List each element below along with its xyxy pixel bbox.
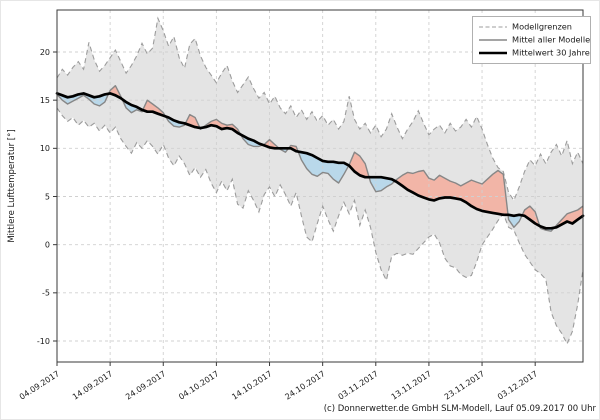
x-tick-label: 03.12.2017 — [496, 369, 539, 401]
anomaly-warm-fill — [554, 206, 583, 228]
y-tick-label: 0 — [45, 240, 50, 249]
model-mean-path — [56, 84, 584, 232]
x-tick-label: 04.10.2017 — [177, 369, 220, 401]
anomaly-warm-fill — [395, 170, 509, 215]
model-range-fill — [57, 18, 583, 344]
y-tick-label: 20 — [40, 48, 50, 57]
anomaly-cold-fill — [298, 151, 349, 183]
x-tick-label: 23.11.2017 — [443, 369, 486, 401]
legend-label-model-mean: Mittel aller Modelle — [512, 35, 590, 45]
climate-mean-path — [55, 92, 585, 230]
anomaly-warm-fill — [348, 152, 370, 178]
legend-label-model-range: Modellgrenzen — [512, 22, 572, 32]
model-range-band — [57, 18, 583, 344]
x-tick-label: 14.10.2017 — [230, 369, 273, 401]
model-range-lower-edge — [56, 107, 584, 346]
x-tick-label: 14.09.2017 — [71, 369, 114, 401]
model-mean-line — [56, 84, 584, 232]
legend: Modellgrenzen Mittel aller Modelle Mitte… — [472, 16, 591, 64]
x-tick-label: 24.10.2017 — [283, 369, 326, 401]
copyright-caption: (c) Donnerwetter.de GmbH SLM-Modell, Lau… — [324, 404, 597, 414]
anomaly-cold-fill — [508, 214, 523, 228]
y-tick-label: 15 — [40, 96, 50, 105]
anomaly-warm-fill — [202, 119, 241, 135]
legend-label-climate-mean: Mittelwert 30 Jahre — [512, 48, 590, 58]
y-axis-label: Mittlere Lufttemperatur [°] — [7, 129, 17, 242]
y-tick-label: -5 — [42, 289, 50, 298]
plot-frame — [56, 9, 584, 363]
y-tick-label: 5 — [45, 192, 50, 201]
y-tick-label: 10 — [40, 144, 50, 153]
x-tick-label: 13.11.2017 — [390, 369, 433, 401]
model-range-upper-edge — [56, 16, 584, 202]
axes-frame — [56, 9, 584, 363]
y-axis-ticks: 20 15 10 5 0 -5 -10 — [37, 48, 57, 346]
x-tick-label: 03.11.2017 — [337, 369, 380, 401]
x-tick-label: 24.09.2017 — [124, 369, 167, 401]
anomaly-cold-fill — [57, 93, 109, 106]
anomaly-warm-fill — [142, 100, 166, 117]
climate-mean-line — [55, 92, 585, 230]
y-tick-label: -10 — [37, 337, 50, 346]
x-tick-label: 04.09.2017 — [18, 369, 61, 401]
x-axis-ticks: 04.09.2017 14.09.2017 24.09.2017 04.10.2017… — [18, 362, 539, 402]
model-range-edges — [56, 16, 584, 346]
